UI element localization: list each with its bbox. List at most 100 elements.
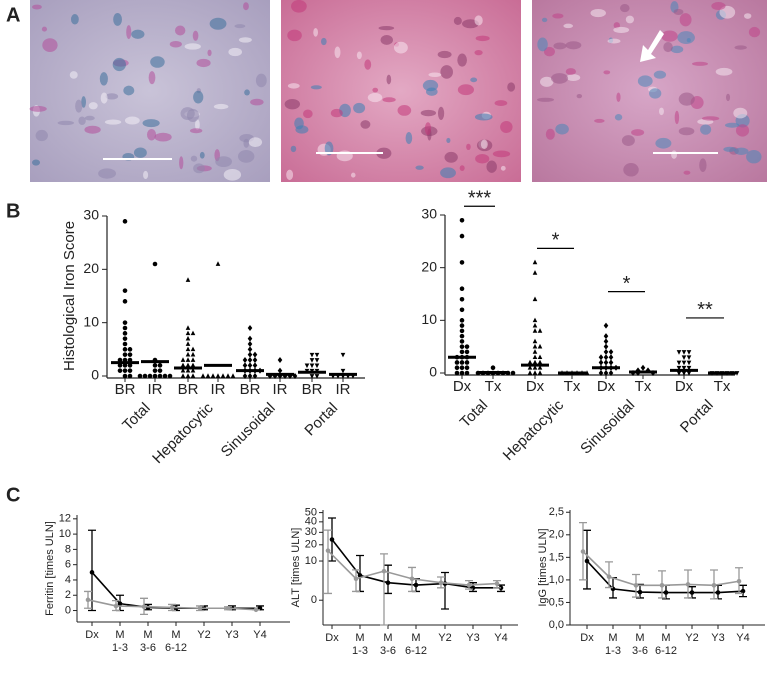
data-point [459,307,465,313]
data-point [681,371,687,376]
texture [607,38,621,44]
error-bar [441,571,449,610]
texture [143,170,149,180]
x-tick-label: Y3 [711,632,724,644]
x-tick-label: Y2 [438,632,451,644]
data-point [464,344,470,349]
data-point [162,373,168,379]
data-point [676,371,682,376]
texture [492,150,511,158]
data-point [603,343,609,350]
texture [287,29,302,42]
texture [207,49,212,57]
group-label: Total [119,400,153,434]
texture [426,87,438,96]
data-point [537,328,543,333]
data-point [527,359,533,365]
y-tick-label: 40 [305,516,317,528]
data-point [185,330,191,336]
data-point [459,328,465,334]
x-tick-label: BR [302,381,323,398]
texture [193,90,204,104]
texture [540,76,554,87]
data-point [527,364,533,370]
texture [658,107,664,116]
texture [112,57,126,72]
data-point [676,360,682,366]
data-point [459,365,465,371]
data-point [459,323,465,328]
data-point [454,370,460,376]
data-point [608,370,614,376]
data-point [633,583,639,588]
texture [678,127,695,136]
data-point [537,343,543,349]
data-point [537,359,543,365]
texture [719,5,736,19]
texture [372,87,379,93]
texture [84,115,95,121]
error-bar [384,564,392,595]
data-point [225,605,231,611]
texture [31,159,41,166]
y-tick-label: 0 [429,364,437,380]
data-point [137,373,143,379]
data-point [85,597,91,603]
data-point [190,330,196,336]
data-point [329,537,335,542]
texture [313,27,319,37]
x-tick-label: Dx [597,378,616,395]
texture [637,75,653,87]
texture [88,102,98,110]
data-point [603,359,609,366]
texture [440,65,453,79]
data-point [113,603,119,609]
x-tick-label: IR [148,381,163,398]
x-tick-label: Dx [325,632,339,644]
data-point [314,374,320,379]
texture [470,77,478,83]
y-tick-label: 20 [421,258,437,274]
data-point [122,331,128,336]
data-point [603,322,609,329]
texture [397,104,412,116]
data-point [598,354,604,361]
data-point [715,590,721,595]
data-point [584,558,590,564]
x-tick-sublabel: 3-6 [140,642,156,654]
texture [378,25,395,31]
y-tick-label: 8 [65,543,71,555]
data-point [122,288,128,293]
texture [123,85,135,96]
texture [180,107,195,121]
data-point [185,346,191,352]
texture [250,98,264,106]
data-point [580,549,586,554]
texture [541,17,548,23]
data-point [210,373,216,378]
texture [243,2,249,11]
arrow [640,30,664,62]
x-tick-label: M [411,632,420,644]
texture [474,113,493,121]
data-point [117,363,123,368]
data-point [152,368,158,373]
data-point [157,368,163,373]
micrograph [30,0,270,182]
texture [320,37,327,46]
texture [209,17,227,30]
data-point [454,360,460,365]
texture [613,26,630,34]
x-tick-label: Y4 [736,632,749,644]
data-point [689,590,695,595]
x-tick-label: BR [115,381,136,398]
texture [113,13,122,26]
significance-label: *** [468,188,492,210]
x-tick-label: Tx [564,378,581,395]
texture [154,132,172,142]
texture [555,123,569,135]
y-axis-label: ALT [times ULN] [290,528,302,608]
data-point [122,357,128,363]
error-bar [380,553,388,626]
data-point [413,582,419,588]
